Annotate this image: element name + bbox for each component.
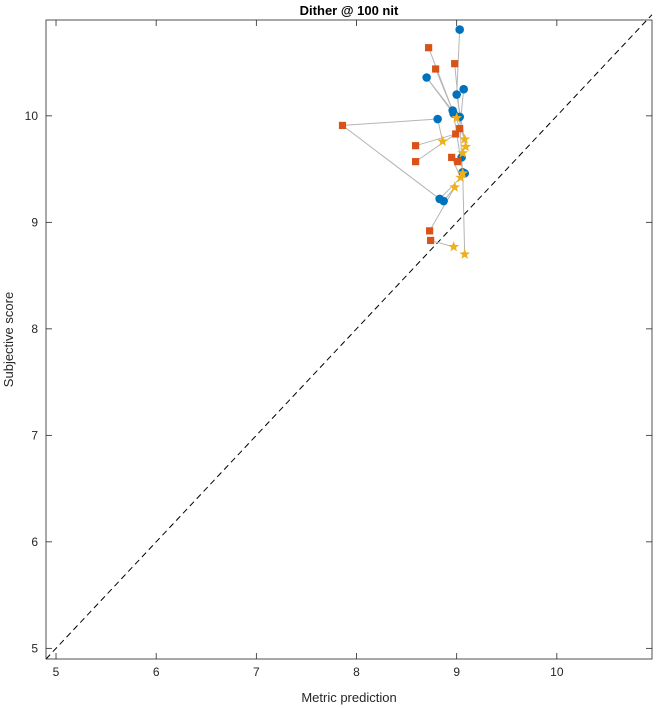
square-marker: [412, 158, 420, 166]
plot-area: [46, 20, 652, 659]
connector-line: [342, 118, 438, 126]
x-tick-label: 5: [53, 665, 60, 679]
circle-marker: [422, 73, 431, 82]
square-marker: [456, 125, 464, 133]
connector-line: [415, 133, 456, 147]
y-tick-label: 6: [31, 535, 38, 549]
x-tick-label: 7: [253, 665, 260, 679]
square-marker: [425, 44, 433, 52]
connector-line: [459, 116, 463, 158]
square-marker: [338, 121, 347, 130]
circle-marker: [459, 84, 468, 94]
y-tick-label: 10: [25, 109, 39, 123]
square-marker: [454, 158, 462, 166]
circle-marker: [439, 196, 448, 206]
connector-line: [462, 172, 466, 255]
reference-line: [45, 14, 653, 660]
square-marker: [426, 227, 434, 235]
star-marker: [448, 241, 459, 252]
x-tick-label: 10: [550, 665, 564, 679]
star-marker: [457, 147, 469, 158]
star-marker: [437, 135, 448, 146]
x-tick-label: 6: [153, 665, 160, 679]
reference-line-group: [45, 14, 653, 660]
axes-box: [45, 19, 653, 660]
star-marker: [455, 172, 467, 183]
star-marker: [451, 112, 462, 123]
star-marker: [460, 141, 472, 152]
square-marker: [452, 130, 460, 138]
y-tick-label: 8: [31, 322, 38, 336]
connector-line: [415, 133, 456, 163]
star-marker: [457, 167, 469, 178]
square-marker: [427, 236, 435, 245]
star-marker: [459, 133, 471, 144]
axis-ticks: 5 6 7 8 9 10 5 6 7 8 9 10: [25, 20, 652, 679]
connector-line: [435, 68, 454, 111]
square-marker: [412, 142, 420, 150]
y-tick-label: 5: [31, 641, 38, 655]
square-marker: [451, 60, 459, 68]
data-markers: [338, 25, 472, 259]
y-axis-label: Subjective score: [1, 292, 16, 387]
square-marker: [432, 65, 440, 73]
square-marker: [448, 153, 456, 161]
y-tick-label: 9: [31, 215, 38, 229]
x-axis-label: Metric prediction: [301, 690, 396, 705]
x-tick-label: 9: [453, 665, 460, 679]
star-marker: [449, 181, 460, 192]
chart-title: Dither @ 100 nit: [300, 3, 399, 18]
x-tick-label: 8: [353, 665, 360, 679]
star-marker: [459, 248, 471, 259]
y-tick-label: 7: [31, 428, 38, 442]
connector-line: [429, 186, 456, 232]
circle-marker: [452, 90, 461, 99]
connector-line: [342, 125, 440, 200]
circle-marker: [455, 25, 464, 34]
circle-marker: [433, 114, 442, 124]
